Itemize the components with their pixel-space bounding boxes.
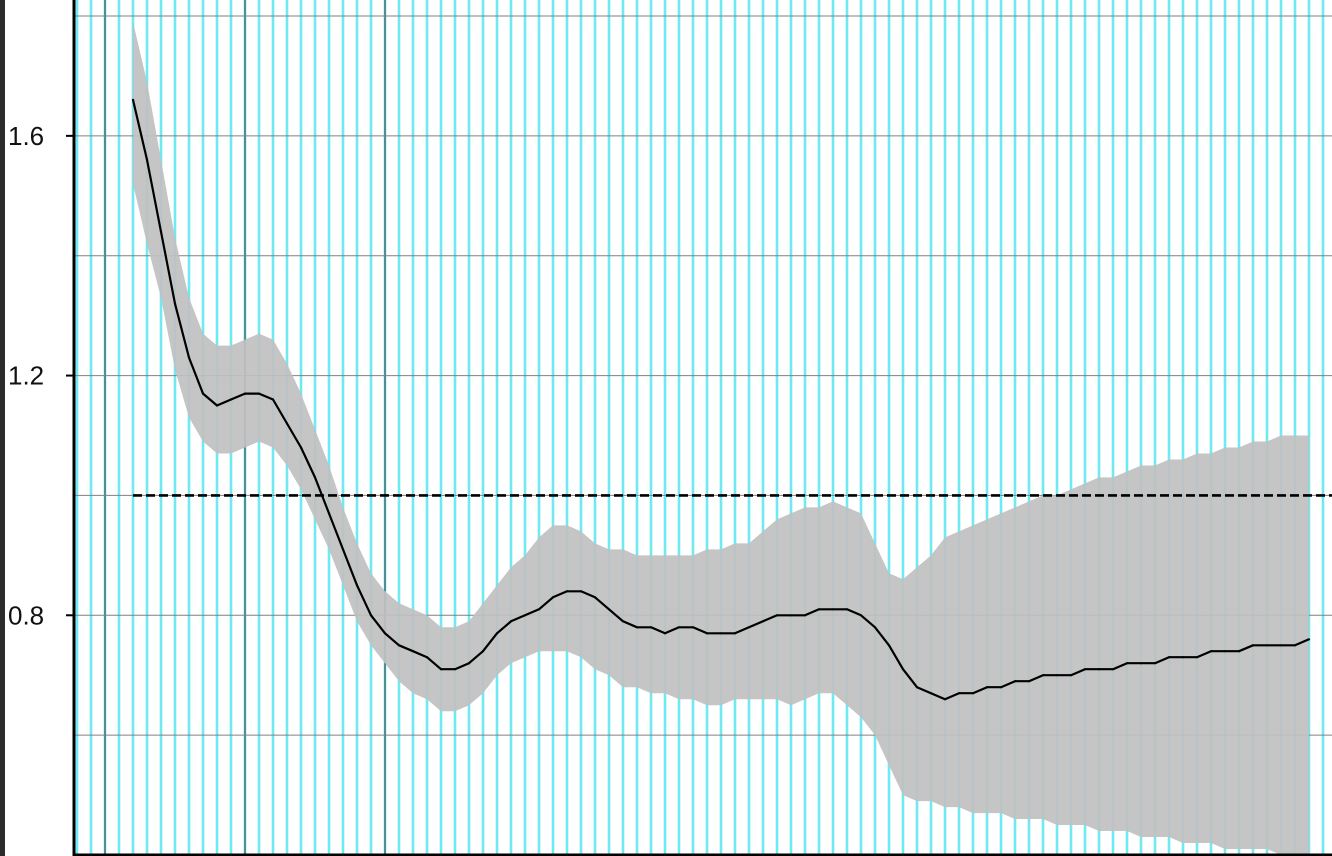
data-point	[691, 626, 695, 629]
data-point	[719, 632, 723, 635]
data-point	[229, 398, 233, 401]
data-point	[299, 446, 303, 449]
data-point	[215, 404, 219, 407]
data-point	[1251, 644, 1255, 647]
data-point	[411, 650, 415, 653]
data-point	[775, 614, 779, 617]
data-point	[789, 614, 793, 617]
data-point	[1195, 656, 1199, 659]
data-point	[1237, 650, 1241, 653]
data-point	[831, 608, 835, 611]
data-point	[201, 392, 205, 395]
data-point	[1153, 662, 1157, 665]
data-point	[1097, 668, 1101, 671]
data-point	[579, 590, 583, 593]
data-point	[1027, 680, 1031, 683]
left-edge-bar	[0, 0, 5, 856]
series-line-group	[131, 98, 1311, 701]
data-point	[859, 614, 863, 617]
data-point	[551, 596, 555, 599]
data-point	[845, 608, 849, 611]
confidence-band	[133, 22, 1309, 855]
data-point	[369, 614, 373, 617]
data-point	[1083, 668, 1087, 671]
data-point	[649, 626, 653, 629]
data-point	[453, 668, 457, 671]
data-point	[439, 668, 443, 671]
data-point	[663, 632, 667, 635]
data-point	[747, 626, 751, 629]
data-point	[187, 356, 191, 359]
data-point	[271, 398, 275, 401]
data-point	[1139, 662, 1143, 665]
data-point	[677, 626, 681, 629]
data-point	[901, 668, 905, 671]
data-point	[1223, 650, 1227, 653]
data-point	[803, 614, 807, 617]
data-point	[159, 230, 163, 233]
data-point	[1293, 644, 1297, 647]
data-point	[537, 608, 541, 611]
data-point	[327, 512, 331, 515]
data-point	[887, 644, 891, 647]
data-point	[1041, 674, 1045, 677]
y-tick-labels: 1.6 1.2 0.8	[8, 121, 74, 630]
data-point	[1055, 674, 1059, 677]
data-point	[817, 608, 821, 611]
data-point	[1307, 638, 1311, 641]
data-point	[607, 608, 611, 611]
data-point	[705, 632, 709, 635]
data-point	[397, 644, 401, 647]
data-point	[1013, 680, 1017, 683]
data-point	[1111, 668, 1115, 671]
data-point	[621, 620, 625, 623]
data-point	[243, 392, 247, 395]
data-point	[1209, 650, 1213, 653]
data-point	[383, 632, 387, 635]
data-point	[1069, 674, 1073, 677]
data-point	[761, 620, 765, 623]
data-point	[173, 302, 177, 305]
data-point	[971, 692, 975, 695]
axes-group	[72, 0, 1332, 856]
data-point	[1279, 644, 1283, 647]
data-point	[593, 596, 597, 599]
data-point	[131, 98, 135, 101]
data-point	[425, 656, 429, 659]
data-point	[145, 158, 149, 161]
data-point	[257, 392, 261, 395]
data-point	[285, 422, 289, 425]
y-tick-label: 0.8	[8, 600, 44, 630]
data-point	[999, 686, 1003, 689]
y-tick-label: 1.6	[8, 121, 44, 151]
data-point	[495, 632, 499, 635]
confidence-band-group	[133, 22, 1309, 855]
data-point	[733, 632, 737, 635]
data-point	[509, 620, 513, 623]
data-point	[523, 614, 527, 617]
data-point	[985, 686, 989, 689]
data-point	[341, 548, 345, 551]
data-point	[355, 584, 359, 587]
data-point	[1167, 656, 1171, 659]
data-point	[957, 692, 961, 695]
data-point	[915, 686, 919, 689]
data-point	[943, 698, 947, 701]
data-point	[873, 626, 877, 629]
data-point	[1265, 644, 1269, 647]
data-point	[1181, 656, 1185, 659]
data-point	[467, 662, 471, 665]
data-point	[929, 692, 933, 695]
data-point	[565, 590, 569, 593]
data-point	[1125, 662, 1129, 665]
data-point	[635, 626, 639, 629]
y-tick-label: 1.2	[8, 361, 44, 391]
data-point	[313, 476, 317, 479]
data-point	[481, 650, 485, 653]
